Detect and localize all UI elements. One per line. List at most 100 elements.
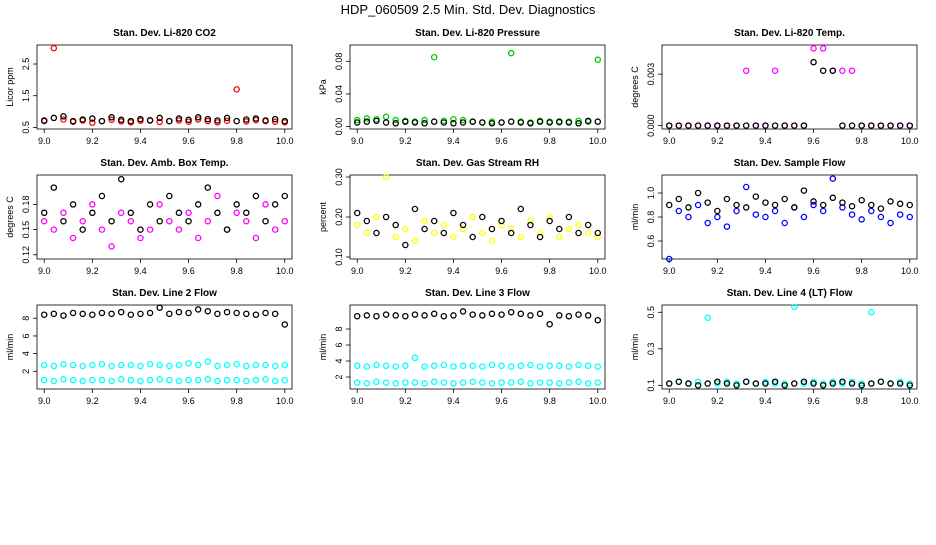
- point: [243, 362, 250, 370]
- point: [752, 211, 760, 218]
- point: [819, 45, 827, 52]
- point: [392, 380, 399, 387]
- point: [243, 377, 250, 385]
- point: [271, 310, 279, 318]
- point: [450, 380, 457, 387]
- point: [839, 199, 846, 206]
- point: [156, 114, 163, 122]
- x-tick-label: 9.6: [807, 266, 820, 276]
- point: [281, 117, 289, 125]
- x-tick-label: 9.6: [495, 136, 508, 146]
- point: [363, 312, 371, 319]
- point: [156, 217, 163, 225]
- point: [411, 379, 419, 386]
- x-tick-label: 9.8: [543, 136, 556, 146]
- point: [392, 363, 399, 370]
- point: [146, 201, 154, 208]
- point: [382, 119, 390, 126]
- point: [146, 309, 154, 317]
- y-tick-label: 0.10: [334, 248, 344, 266]
- point: [829, 380, 837, 387]
- point: [233, 117, 240, 125]
- panel-title: Stan. Dev. Gas Stream RH: [416, 158, 539, 169]
- point: [363, 229, 371, 237]
- x-tick-label: 9.6: [495, 396, 508, 406]
- point: [459, 379, 467, 386]
- point: [440, 379, 448, 386]
- point: [363, 118, 371, 125]
- x-tick-label: 9.4: [134, 396, 147, 406]
- point: [742, 378, 750, 385]
- point: [117, 308, 125, 316]
- point: [194, 116, 202, 123]
- point: [60, 116, 67, 123]
- point: [271, 118, 279, 125]
- point: [252, 192, 260, 200]
- point: [906, 382, 914, 389]
- point: [584, 380, 592, 387]
- point: [353, 379, 361, 386]
- point: [156, 361, 163, 369]
- point: [584, 362, 592, 370]
- point: [507, 118, 515, 125]
- point: [469, 311, 476, 318]
- point: [868, 309, 875, 316]
- plot-box: [349, 44, 606, 130]
- y-tick-label: 0.18: [21, 196, 31, 214]
- x-tick-label: 9.8: [543, 266, 556, 276]
- point: [243, 116, 250, 123]
- point: [565, 119, 573, 126]
- point: [373, 312, 380, 320]
- x-tick-label: 9.8: [230, 396, 243, 406]
- point: [98, 117, 106, 125]
- point: [665, 255, 673, 263]
- point: [50, 310, 58, 318]
- x-tick-label: 9.6: [182, 396, 195, 406]
- x-tick-label: 9.8: [230, 266, 243, 276]
- y-tick-label: 0.6: [646, 235, 656, 248]
- point: [771, 207, 779, 215]
- point: [271, 377, 279, 385]
- point: [430, 362, 438, 370]
- x-tick-label: 9.0: [351, 136, 364, 146]
- point: [204, 115, 212, 123]
- point: [771, 67, 779, 74]
- y-tick-label: 0.12: [21, 246, 31, 264]
- point: [459, 116, 467, 124]
- x-tick-label: 9.2: [711, 266, 724, 276]
- point: [271, 201, 279, 208]
- point: [252, 115, 260, 122]
- point: [214, 362, 221, 370]
- point: [108, 243, 115, 250]
- point: [762, 199, 769, 206]
- point: [810, 45, 817, 52]
- point: [50, 362, 58, 370]
- point: [166, 192, 173, 200]
- point: [108, 114, 115, 121]
- point: [507, 363, 515, 370]
- point: [714, 207, 721, 215]
- point: [896, 200, 904, 208]
- point: [896, 380, 904, 387]
- point: [204, 184, 212, 191]
- point: [877, 205, 885, 212]
- point: [411, 119, 419, 126]
- point: [373, 229, 380, 237]
- point: [194, 361, 202, 369]
- point: [742, 183, 750, 191]
- point: [402, 241, 409, 249]
- point: [175, 361, 183, 369]
- point: [575, 120, 582, 127]
- point: [877, 122, 885, 129]
- point: [421, 217, 428, 225]
- point: [752, 380, 760, 387]
- point: [791, 204, 798, 211]
- point: [60, 113, 67, 120]
- point: [50, 226, 58, 233]
- point: [896, 211, 904, 218]
- figure-title: HDP_060509 2.5 Min. Std. Dev. Diagnostic…: [341, 2, 596, 17]
- point: [40, 311, 48, 318]
- plot-box: [349, 304, 606, 390]
- point: [887, 122, 894, 129]
